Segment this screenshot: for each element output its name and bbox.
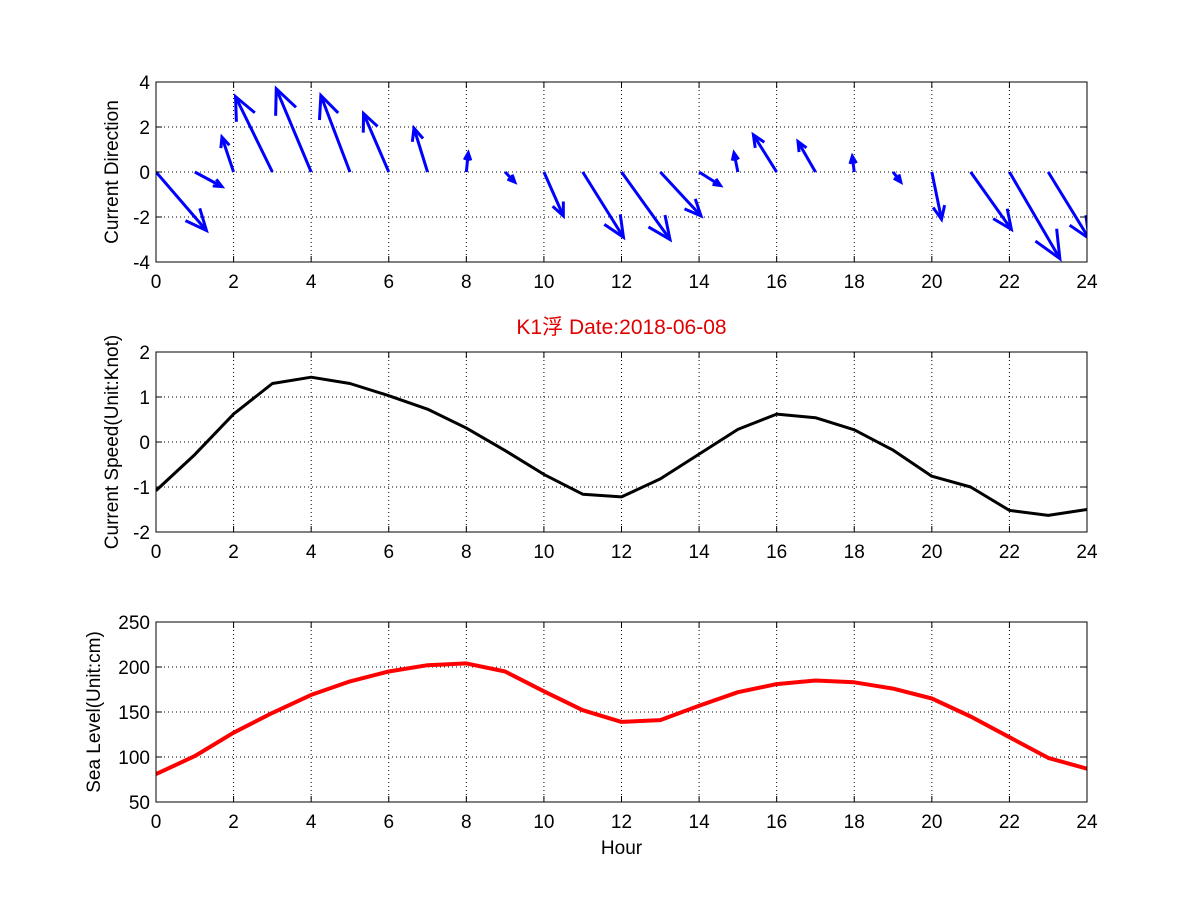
x-tick-label: 16 [766, 272, 787, 293]
vector-arrow [930, 171, 947, 223]
x-tick-label: 10 [533, 542, 554, 563]
vector-arrow [730, 149, 740, 173]
vector-arrow [891, 171, 904, 186]
chart-title: K1浮 Date:2018-06-08 [516, 316, 726, 339]
x-tick-label: 0 [151, 542, 162, 563]
vector-arrow [542, 171, 565, 220]
vector-arrow [194, 170, 226, 189]
y-tick-label: 200 [118, 658, 150, 679]
y-tick-label: -1 [133, 478, 150, 499]
x-tick-label: 8 [461, 272, 472, 293]
vector-arrow [620, 171, 673, 243]
x-tick-label: 20 [921, 542, 942, 563]
y-tick-label: -2 [133, 208, 150, 229]
x-tick-label: 14 [689, 812, 711, 833]
vector-arrow [796, 138, 817, 173]
vector-arrow [233, 93, 274, 173]
x-tick-label: 2 [228, 812, 239, 833]
x-tick-label: 10 [533, 272, 554, 293]
x-tick-label: 22 [999, 812, 1020, 833]
data-layer [156, 375, 1087, 517]
vector-arrow [581, 171, 626, 241]
x-tick-label: 6 [383, 812, 394, 833]
x-tick-label: 8 [461, 812, 472, 833]
y-axis-label: Sea Level(Unit:cm) [84, 631, 105, 793]
x-tick-label: 12 [611, 272, 632, 293]
x-tick-label: 4 [306, 272, 317, 293]
y-tick-label: -2 [133, 523, 150, 544]
y-tick-label: 1 [139, 388, 150, 409]
x-tick-label: 4 [306, 542, 317, 563]
x-tick-label: 0 [151, 812, 162, 833]
y-tick-label: 2 [139, 343, 150, 364]
y-tick-label: 150 [118, 703, 150, 724]
x-tick-label: 18 [844, 542, 865, 563]
x-tick-label: 6 [383, 272, 394, 293]
vector-arrow [751, 131, 778, 173]
x-tick-label: 24 [1076, 812, 1098, 833]
y-tick-label: 0 [139, 433, 150, 454]
x-tick-label: 12 [611, 542, 632, 563]
y-tick-label: 0 [139, 163, 150, 184]
x-tick-label: 24 [1076, 272, 1098, 293]
vector-arrow [969, 171, 1014, 233]
plot-area [156, 622, 1087, 802]
x-tick-label: 4 [306, 812, 317, 833]
x-tick-label: 12 [611, 812, 632, 833]
x-tick-label: 14 [689, 272, 711, 293]
y-tick-label: 2 [139, 118, 150, 139]
vector-arrow [504, 170, 518, 185]
data-layer [156, 85, 1087, 262]
vector-arrow [274, 85, 313, 173]
x-tick-label: 0 [151, 272, 162, 293]
plot-area [156, 352, 1087, 532]
vector-arrow [219, 133, 236, 173]
x-tick-label: 16 [766, 812, 787, 833]
x-tick-label: 22 [999, 272, 1020, 293]
x-tick-label: 20 [921, 812, 942, 833]
y-tick-label: 50 [129, 793, 150, 814]
vector-arrow [361, 110, 391, 173]
x-tick-label: 24 [1076, 542, 1098, 563]
vector-arrow [698, 170, 724, 188]
x-tick-label: 22 [999, 542, 1020, 563]
y-tick-label: 100 [118, 748, 150, 769]
y-tick-label: -4 [133, 253, 150, 274]
x-tick-label: 2 [228, 272, 239, 293]
x-tick-label: 20 [921, 272, 942, 293]
vector-arrow [1008, 171, 1062, 262]
vector-arrow [462, 149, 473, 173]
vector-arrow [410, 124, 429, 173]
vector-arrow [659, 170, 704, 219]
x-axis-label: Hour [601, 838, 643, 859]
vector-arrow [1085, 172, 1087, 175]
vector-arrow [317, 92, 352, 173]
x-tick-label: 18 [844, 812, 865, 833]
x-tick-label: 18 [844, 272, 865, 293]
vector-arrow [848, 152, 858, 173]
data-layer [156, 661, 1087, 776]
x-tick-label: 8 [461, 542, 472, 563]
y-axis-label: Current Direction [102, 100, 123, 244]
vector-arrow [156, 171, 209, 234]
y-axis-label: Current Speed(Unit:Knot) [102, 335, 123, 549]
x-tick-label: 2 [228, 542, 239, 563]
x-tick-label: 16 [766, 542, 787, 563]
x-tick-label: 14 [689, 542, 711, 563]
y-tick-label: 250 [118, 613, 150, 634]
y-tick-label: 4 [139, 73, 150, 94]
x-tick-label: 10 [533, 812, 554, 833]
x-tick-label: 6 [383, 542, 394, 563]
